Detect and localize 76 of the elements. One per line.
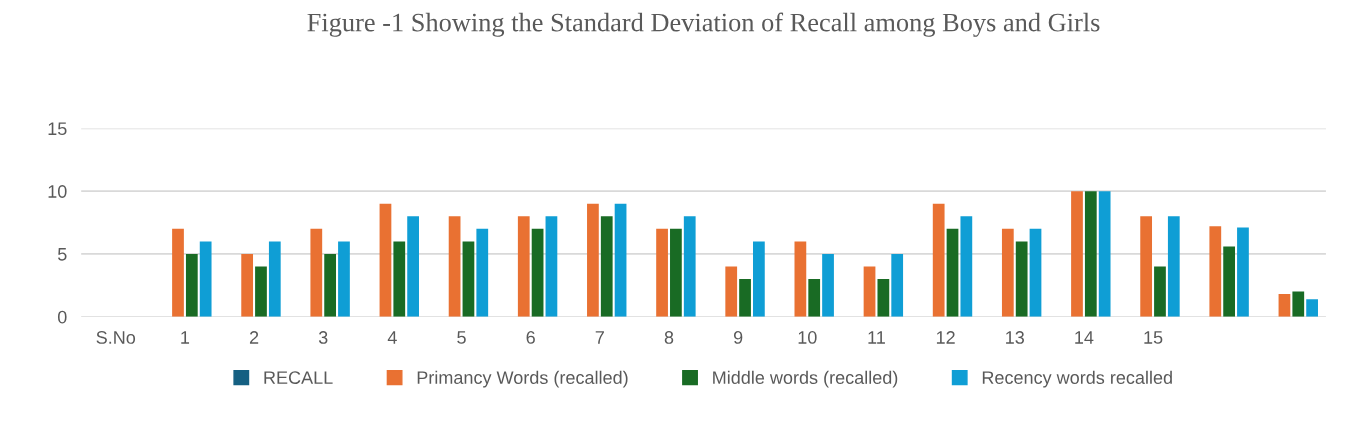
y-tick-label: 15 (48, 122, 67, 136)
bar (1098, 191, 1111, 317)
bar (462, 241, 475, 317)
bar (1140, 216, 1153, 317)
bar (172, 228, 184, 317)
bar (725, 266, 738, 317)
bar (614, 203, 627, 317)
bar (670, 228, 682, 317)
x-tick-label: 14 (1075, 331, 1094, 344)
bar (753, 241, 765, 317)
bar (1029, 228, 1042, 317)
bar (1154, 266, 1166, 317)
bar (531, 228, 544, 317)
bar (338, 241, 350, 317)
bar (794, 241, 807, 317)
bar (185, 253, 198, 317)
bar (1278, 294, 1291, 317)
bar (379, 203, 392, 317)
x-tick-label: S.No (96, 331, 136, 344)
bar (891, 253, 904, 317)
x-tick-label: 3 (318, 331, 328, 344)
bar (199, 241, 212, 317)
bar (1306, 299, 1318, 317)
bar (600, 216, 613, 317)
bar (407, 216, 419, 317)
x-tick-label: 7 (595, 331, 604, 344)
bar (656, 228, 668, 317)
bar (255, 266, 267, 317)
bar (683, 216, 696, 317)
chart-title: Figure -1 Showing the Standard Deviation of Recall among Boys and Girls (307, 12, 1100, 37)
bar (863, 266, 876, 317)
bar (476, 228, 489, 317)
x-tick-label: 1 (181, 331, 190, 344)
x-tick-label: 13 (1006, 331, 1024, 344)
x-tick-label: 4 (387, 331, 397, 344)
x-tick-label: 8 (664, 331, 674, 344)
x-tick-label: 6 (526, 331, 535, 344)
bar (268, 241, 281, 317)
bar (1209, 226, 1222, 317)
bar (960, 216, 973, 317)
y-tick-label: 10 (48, 185, 67, 198)
bar (310, 228, 323, 317)
x-tick-label: 5 (457, 331, 466, 344)
bar (877, 279, 890, 317)
bar (1001, 228, 1014, 317)
bar (1015, 241, 1028, 317)
bar (946, 228, 959, 317)
x-tick-label: 2 (249, 331, 259, 344)
bar (545, 216, 558, 317)
bar (808, 279, 821, 317)
bar (1167, 216, 1180, 317)
bar (324, 253, 337, 317)
legend-label: Primancy Words (recalled) (417, 370, 628, 388)
bar (932, 203, 945, 317)
bar (587, 203, 599, 317)
bar (1084, 191, 1097, 317)
bar (1237, 227, 1249, 317)
x-tick-label: 10 (798, 331, 817, 344)
bar (739, 279, 751, 317)
legend-label: Recency words recalled (982, 370, 1172, 388)
x-tick-label: 12 (936, 331, 955, 344)
legend-label: Middle words (recalled) (713, 370, 898, 388)
bar (822, 253, 834, 317)
x-tick-label: 11 (868, 331, 885, 344)
bar (241, 253, 254, 317)
y-tick-label: 0 (57, 310, 67, 324)
bar (1071, 191, 1083, 317)
bar (1292, 291, 1305, 317)
x-tick-label: 15 (1144, 331, 1163, 344)
y-tick-label: 5 (57, 248, 67, 261)
bar (448, 216, 461, 317)
legend-label: RECALL (264, 371, 333, 384)
bar (393, 241, 406, 317)
bar (1223, 246, 1235, 317)
x-tick-label: 9 (733, 331, 743, 344)
bar (517, 216, 530, 317)
